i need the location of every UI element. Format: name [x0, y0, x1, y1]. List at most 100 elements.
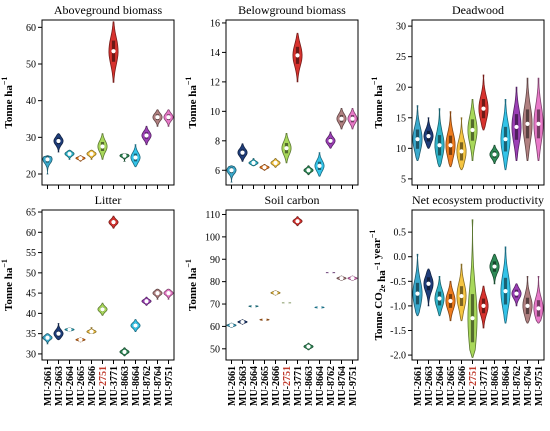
y-tick-label: 60	[26, 228, 36, 239]
plot-frame	[411, 209, 545, 361]
y-tick-label: 30	[396, 22, 406, 33]
median-point	[100, 144, 105, 149]
y-tick-label: 30	[26, 349, 36, 360]
plot-frame	[41, 19, 175, 186]
x-tick-label: MU-2663	[238, 366, 249, 406]
median-point	[166, 291, 171, 296]
plot-frame	[411, 19, 545, 186]
median-point	[273, 290, 278, 295]
y-tick-label: 20	[26, 170, 36, 181]
x-tick-label: MU-2665	[446, 366, 457, 406]
y-tick-label: -1.0	[390, 301, 406, 312]
chart-title: Soil carbon	[265, 193, 320, 207]
x-tick-label: MU-8664	[131, 366, 142, 406]
y-axis-label: Tonne ha−1	[0, 77, 15, 129]
median-point	[339, 276, 344, 281]
x-tick-label: MU-9751	[164, 366, 175, 406]
median-point	[492, 264, 497, 269]
panel-5: Soil carbon 50 60 70 80 90 100 110 Tonne ha−1 MU-…	[184, 193, 359, 406]
median-point	[240, 319, 245, 325]
x-tick-label: MU-2751	[468, 366, 479, 406]
x-tick-label: MU-2751	[98, 366, 109, 406]
y-tick-label: 10	[210, 107, 220, 118]
panel-6: Net ecosystem productivity -2.0 -1.5 -1.0 -0…	[368, 193, 545, 406]
median-point	[89, 329, 94, 334]
median-point	[328, 270, 333, 275]
y-tick-label: -2.0	[390, 351, 406, 362]
median-point	[122, 153, 127, 158]
y-axis-label: Tonne CO2e ha−1 year−1	[368, 230, 388, 341]
median-point	[56, 331, 61, 336]
median-point	[251, 304, 256, 309]
y-tick-label: 50	[26, 60, 36, 71]
median-point	[67, 327, 72, 332]
median-point	[144, 299, 149, 304]
median-point	[503, 137, 508, 142]
y-axis-label-sup: −1	[0, 259, 9, 268]
y-tick-label: 8	[215, 136, 220, 147]
median-point	[78, 156, 83, 161]
y-axis-label: Tonne ha−1	[184, 77, 199, 129]
y-axis-label-text: Tonne ha	[373, 85, 385, 129]
y-tick-label: -0.5	[390, 277, 406, 288]
median-point	[78, 337, 83, 342]
median-point	[45, 157, 50, 162]
median-point	[350, 276, 355, 281]
median-point	[470, 127, 475, 133]
x-tick-label: MU-2664	[435, 366, 446, 406]
median-point	[240, 150, 245, 155]
median-point	[56, 138, 61, 144]
median-point	[155, 291, 160, 296]
median-point	[133, 155, 138, 160]
chart-title: Litter	[95, 193, 122, 207]
median-point	[536, 121, 541, 126]
median-point	[122, 349, 127, 354]
chart-title: Aboveground biomass	[54, 3, 163, 17]
x-tick-label: MU-8663	[490, 366, 501, 406]
chart-title: Belowground biomass	[238, 3, 346, 17]
y-tick-label: 40	[26, 309, 36, 320]
median-point	[166, 115, 171, 120]
x-tick-label: MU-8764	[153, 366, 164, 406]
x-tick-label: MU-2665	[76, 366, 87, 406]
median-point	[536, 306, 541, 311]
y-tick-label: 0.0	[394, 252, 407, 263]
x-tick-label: MU-2663	[54, 366, 65, 406]
y-tick-label: 110	[205, 210, 220, 221]
median-point	[328, 138, 333, 143]
x-tick-label: MU-8762	[512, 366, 523, 406]
median-point	[437, 296, 442, 301]
y-tick-label: 55	[26, 248, 36, 259]
median-point	[262, 165, 267, 170]
y-tick-label: 50	[210, 344, 220, 355]
y-tick-label: 0.5	[394, 228, 407, 239]
median-point	[111, 220, 116, 225]
y-tick-label: 60	[210, 322, 220, 333]
x-tick-label: MU-2666	[271, 366, 282, 406]
y-tick-label: 60	[26, 23, 36, 34]
y-tick-label: 50	[26, 268, 36, 279]
y-axis-label-text: Tonne ha	[187, 85, 199, 129]
median-point	[481, 303, 486, 309]
x-tick-label: MU-8764	[523, 366, 534, 406]
y-tick-label: 30	[26, 133, 36, 144]
median-point	[426, 281, 431, 286]
x-tick-label: MU-8664	[501, 366, 512, 406]
panel-3: Deadwood 5 10 15 20 25 30 Tonne ha−1	[370, 3, 545, 189]
median-point	[229, 323, 234, 328]
y-axis-label-sub: 2e	[378, 284, 387, 292]
x-tick-label: MU-2751	[282, 366, 293, 406]
x-tick-label: MU-8663	[120, 366, 131, 406]
chart-title: Deadwood	[452, 3, 504, 17]
y-axis-label-sup: −1	[184, 259, 193, 268]
median-point	[350, 116, 355, 121]
median-point	[415, 291, 420, 296]
x-tick-label: MU-2666	[457, 366, 468, 406]
median-point	[514, 124, 519, 130]
median-point	[100, 307, 105, 312]
x-tick-label: MU-8664	[315, 366, 326, 406]
median-point	[448, 298, 453, 304]
y-axis-label-sup2: −1	[368, 230, 377, 239]
median-point	[339, 116, 344, 121]
